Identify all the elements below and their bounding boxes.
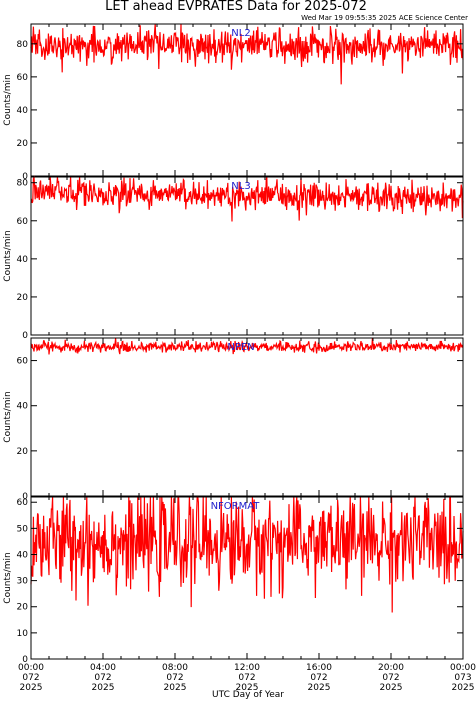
x-tick-label-day: 072 (166, 673, 183, 683)
x-tick-label-year: 2025 (308, 683, 331, 693)
y-tick-label: 0 (22, 655, 28, 665)
x-tick-label-day: 072 (310, 673, 327, 683)
y-tick-label: 60 (17, 73, 29, 83)
panel-nl2: 0 20 40 60 80 Counts/min NL2 (3, 23, 464, 182)
y-tick-label: 60 (17, 217, 29, 227)
y-axis-label: Counts/min (3, 391, 13, 442)
series-label: NL2 (231, 28, 250, 39)
y-tick-label: 0 (22, 172, 28, 182)
y-tick-label: 20 (17, 293, 29, 303)
x-tick-label-day: 073 (454, 673, 471, 683)
panel-nl3: 0 20 40 60 80 Counts/min NL3 (3, 175, 464, 341)
series-label: NFORMAT (211, 501, 261, 512)
x-tick-label-time: 08:00 (162, 663, 188, 673)
y-tick-label: 20 (17, 447, 29, 457)
y-tick-label: 60 (17, 357, 29, 367)
x-tick-label-time: 12:00 (234, 663, 260, 673)
y-tick-label: 0 (22, 331, 28, 341)
y-tick-label: 0 (22, 492, 28, 502)
series-line-nformat (30, 496, 464, 613)
chart-timestamp: Wed Mar 19 09:55:35 2025 ACE Science Cen… (301, 14, 468, 22)
y-tick-label: 40 (17, 550, 29, 560)
y-tick-label: 20 (17, 603, 29, 613)
y-tick-label: 10 (17, 629, 29, 639)
x-tick-label-year: 2025 (380, 683, 403, 693)
x-axis-label: UTC Day of Year (212, 690, 284, 700)
x-tick-label-year: 2025 (452, 683, 475, 693)
x-tick-label-time: 04:00 (90, 663, 116, 673)
y-tick-label: 20 (17, 139, 29, 149)
y-axis-label: Counts/min (3, 74, 13, 125)
panel-npen: 0 20 40 60 Counts/min NPEN (3, 337, 464, 502)
panel-frame (30, 337, 464, 497)
y-tick-label: 60 (17, 498, 29, 508)
y-tick-label: 40 (17, 106, 29, 116)
x-tick-label-year: 2025 (92, 683, 115, 693)
x-tick-label-day: 072 (238, 673, 255, 683)
x-tick-label-year: 2025 (164, 683, 187, 693)
x-tick-label-time: 00:00 (18, 663, 44, 673)
y-tick-label: 40 (17, 402, 29, 412)
series-label: NPEN (227, 342, 254, 353)
x-tick-label-year: 2025 (236, 683, 259, 693)
y-axis-label: Counts/min (3, 230, 13, 281)
x-tick-label-time: 16:00 (306, 663, 332, 673)
x-tick-label-day: 072 (22, 673, 39, 683)
chart-title: LET ahead EVPRATES Data for 2025-072 (105, 0, 367, 14)
y-tick-label: 40 (17, 255, 29, 265)
y-tick-label: 30 (17, 577, 29, 587)
x-tick-label-day: 072 (94, 673, 111, 683)
y-tick-label: 80 (17, 179, 29, 189)
x-tick-label-time: 20:00 (378, 663, 404, 673)
series-line-nl2 (30, 23, 464, 85)
panel-nformat: 0 10 20 30 40 50 60 Counts/min NFORMAT (3, 496, 464, 665)
x-tick-label-time: 00:00 (450, 663, 476, 673)
series-line-nl3 (30, 175, 464, 222)
x-tick-label-day: 072 (382, 673, 399, 683)
y-axis-label: Counts/min (3, 552, 13, 603)
y-tick-label: 80 (17, 40, 29, 50)
series-label: NL3 (231, 181, 250, 192)
y-tick-label: 50 (17, 524, 29, 534)
x-tick-label-year: 2025 (20, 683, 43, 693)
